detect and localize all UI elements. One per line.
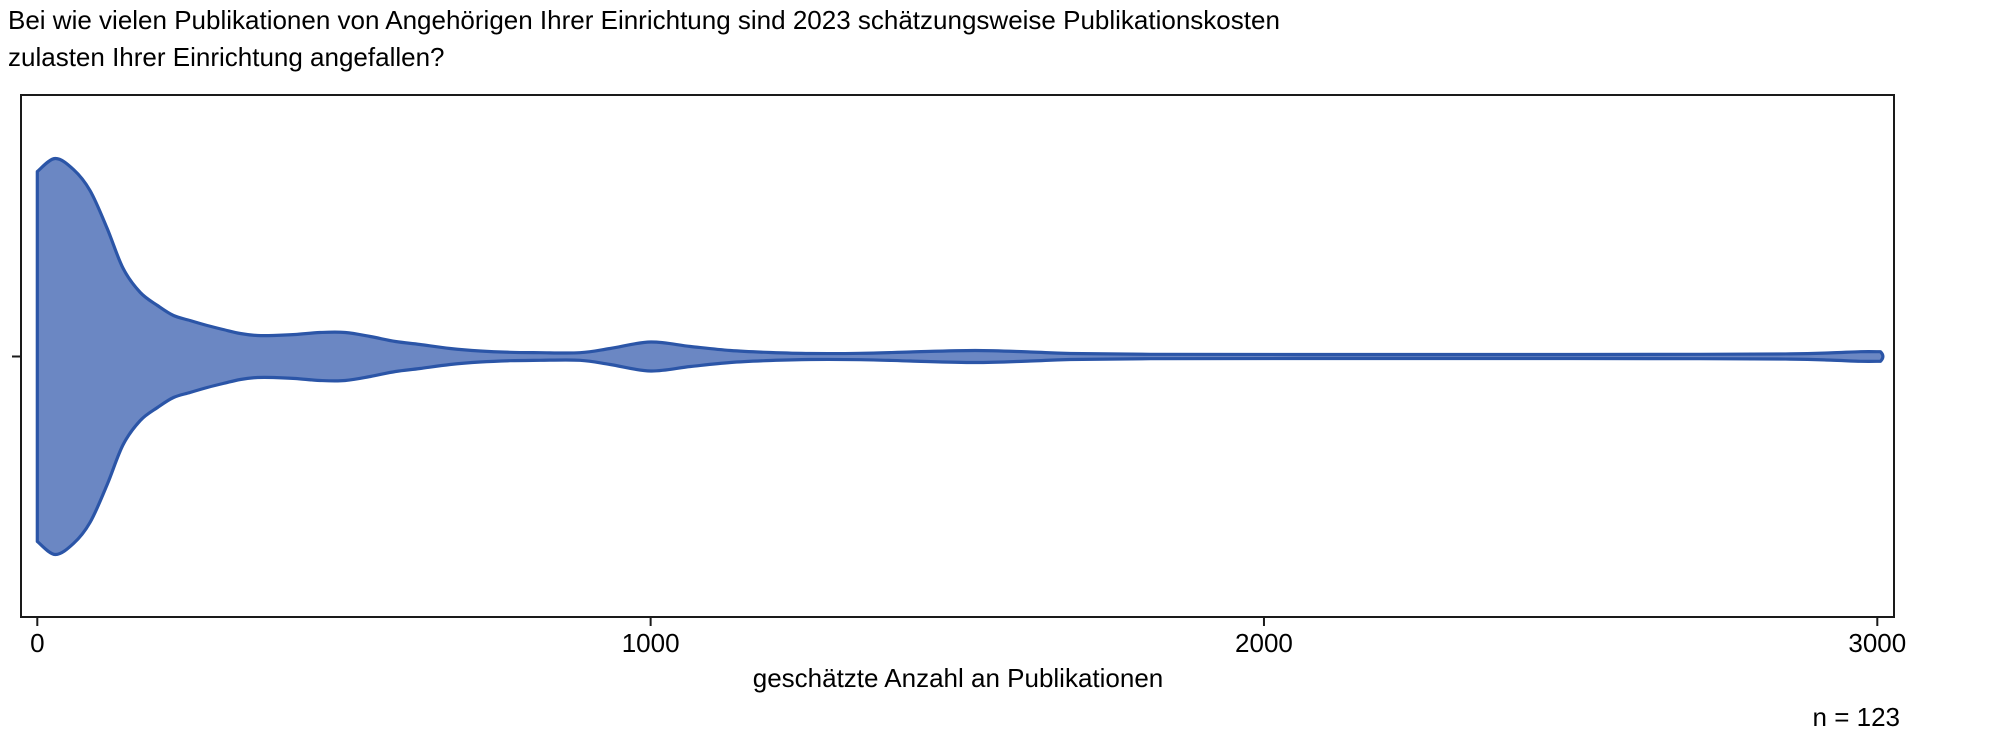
- violin-density-shape: [37, 158, 1883, 554]
- x-tick-label: 2000: [1204, 628, 1324, 659]
- x-tick-label: 3000: [1817, 628, 1937, 659]
- x-tick-label: 0: [0, 628, 97, 659]
- x-axis-label: geschätzte Anzahl an Publikationen: [21, 663, 1895, 694]
- sample-size-annotation: n = 123: [1813, 702, 1900, 733]
- x-axis-ticks: [37, 617, 1877, 626]
- x-tick-label: 1000: [591, 628, 711, 659]
- plot-area: [0, 0, 2008, 746]
- violin-plot-page: { "title": "Bei wie vielen Publikationen…: [0, 0, 2008, 746]
